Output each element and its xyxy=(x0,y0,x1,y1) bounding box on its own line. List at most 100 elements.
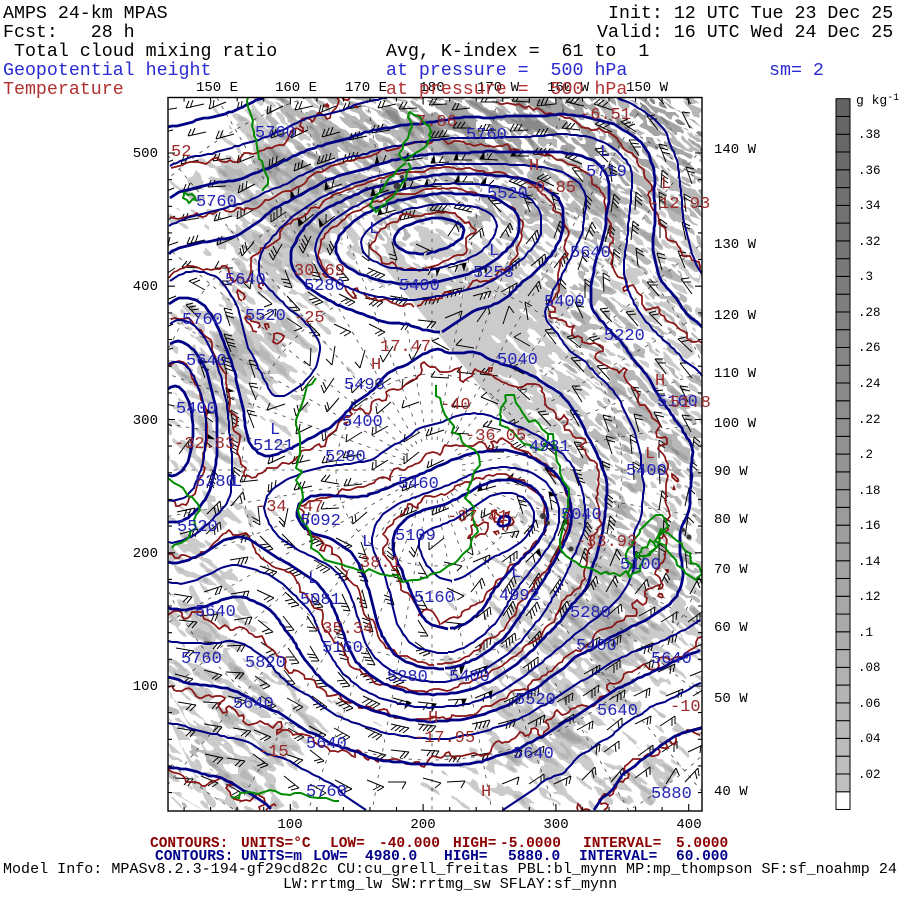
svg-text:-37.41: -37.41 xyxy=(447,508,508,527)
svg-text:300: 300 xyxy=(133,413,158,429)
svg-text:5760: 5760 xyxy=(182,311,223,330)
svg-text:-17.95: -17.95 xyxy=(414,729,475,748)
svg-text:-35.34: -35.34 xyxy=(312,620,373,639)
svg-text:.06: .06 xyxy=(858,697,881,711)
svg-text:.16: .16 xyxy=(858,519,881,533)
svg-text:500: 500 xyxy=(133,146,158,162)
svg-text:.24: .24 xyxy=(858,377,881,391)
svg-text:.1: .1 xyxy=(858,626,873,640)
svg-text:L: L xyxy=(362,533,372,552)
svg-text:5081: 5081 xyxy=(300,591,341,610)
svg-text:5640: 5640 xyxy=(651,650,692,669)
svg-text:30.69: 30.69 xyxy=(294,262,345,281)
svg-text:.3: .3 xyxy=(858,270,873,284)
svg-text:L: L xyxy=(661,175,671,194)
svg-text:5160: 5160 xyxy=(322,639,363,658)
svg-text:5400: 5400 xyxy=(626,462,667,481)
svg-text:5820: 5820 xyxy=(245,654,286,673)
svg-text:5640: 5640 xyxy=(570,244,611,263)
svg-text:120 W: 120 W xyxy=(714,308,757,324)
svg-text:.34: .34 xyxy=(858,199,881,213)
svg-text:.2: .2 xyxy=(858,448,873,462)
svg-text:47: 47 xyxy=(303,498,323,517)
svg-text:5520: 5520 xyxy=(245,307,286,326)
svg-text:5092: 5092 xyxy=(300,512,341,531)
svg-text:5400: 5400 xyxy=(399,277,440,296)
svg-text:5493: 5493 xyxy=(344,376,385,395)
svg-text:.38: .38 xyxy=(858,128,881,142)
svg-text:5280: 5280 xyxy=(570,604,611,623)
svg-text:51.8: 51.8 xyxy=(670,394,711,413)
svg-text:5760: 5760 xyxy=(196,193,237,212)
svg-text:-25: -25 xyxy=(294,309,325,328)
svg-text:17.47: 17.47 xyxy=(380,338,431,357)
svg-text:60 W: 60 W xyxy=(714,620,748,636)
svg-text:180: 180 xyxy=(419,80,444,96)
svg-text:110 W: 110 W xyxy=(714,366,757,382)
svg-text:-6.51: -6.51 xyxy=(580,106,631,125)
svg-text:5640: 5640 xyxy=(513,745,554,764)
svg-text:5400: 5400 xyxy=(544,293,585,312)
svg-text:38.1: 38.1 xyxy=(360,554,401,573)
svg-text:.26: .26 xyxy=(858,341,881,355)
svg-text:L: L xyxy=(232,473,242,492)
svg-text:5520: 5520 xyxy=(515,691,556,710)
svg-text:H: H xyxy=(655,372,665,391)
svg-text:5280: 5280 xyxy=(195,473,236,492)
svg-text:160 W: 160 W xyxy=(547,80,590,96)
svg-text:52: 52 xyxy=(171,143,191,162)
svg-text:50 W: 50 W xyxy=(714,691,748,707)
svg-text:170 E: 170 E xyxy=(345,80,387,96)
svg-text:4992: 4992 xyxy=(499,587,540,606)
svg-text:5520: 5520 xyxy=(487,185,528,204)
svg-text:.28: .28 xyxy=(858,306,881,320)
svg-text:100: 100 xyxy=(277,817,302,833)
svg-text:5760: 5760 xyxy=(466,126,507,145)
svg-text:4931: 4931 xyxy=(529,438,570,457)
svg-text:5880: 5880 xyxy=(651,785,692,804)
svg-text:100: 100 xyxy=(133,679,158,695)
svg-text:170 W: 170 W xyxy=(477,80,520,96)
svg-text:5040: 5040 xyxy=(561,506,602,525)
svg-text:5280: 5280 xyxy=(387,668,428,687)
svg-text:160 E: 160 E xyxy=(275,80,317,96)
svg-text:90 W: 90 W xyxy=(714,464,748,480)
svg-text:5400: 5400 xyxy=(342,413,383,432)
svg-text:5760: 5760 xyxy=(255,124,296,143)
svg-text:5400: 5400 xyxy=(176,400,217,419)
svg-text:L: L xyxy=(600,143,610,162)
svg-text:200: 200 xyxy=(133,546,158,562)
svg-text:140 W: 140 W xyxy=(714,142,757,158)
svg-text:-32.83: -32.83 xyxy=(174,435,235,454)
svg-text:5280: 5280 xyxy=(325,448,366,467)
svg-text:.14: .14 xyxy=(858,555,881,569)
svg-text:H: H xyxy=(529,157,539,176)
svg-text:5100: 5100 xyxy=(620,556,661,575)
svg-text:-10: -10 xyxy=(670,698,701,717)
svg-text:L: L xyxy=(489,242,499,261)
svg-text:5640: 5640 xyxy=(597,702,638,721)
svg-text:.02: .02 xyxy=(858,768,881,782)
svg-text:80 W: 80 W xyxy=(714,512,748,528)
svg-text:-15: -15 xyxy=(258,743,289,762)
svg-text:7.86: 7.86 xyxy=(416,113,457,132)
svg-text:5109: 5109 xyxy=(395,527,436,546)
svg-text:-33.93: -33.93 xyxy=(576,533,637,552)
svg-text:5520: 5520 xyxy=(177,518,218,537)
svg-text:300: 300 xyxy=(543,817,568,833)
svg-text:150 E: 150 E xyxy=(196,80,238,96)
svg-text:5220: 5220 xyxy=(604,327,645,346)
svg-text:200: 200 xyxy=(410,817,435,833)
svg-text:.22: .22 xyxy=(858,413,881,427)
svg-text:5253: 5253 xyxy=(473,264,514,283)
svg-text:5280: 5280 xyxy=(304,277,345,296)
svg-text:5160: 5160 xyxy=(414,589,455,608)
svg-text:5760: 5760 xyxy=(181,650,222,669)
svg-text:.04: .04 xyxy=(858,732,881,746)
svg-text:-9.85: -9.85 xyxy=(525,179,576,198)
svg-text:.32: .32 xyxy=(858,235,881,249)
svg-text:5640: 5640 xyxy=(225,271,266,290)
svg-text:70 W: 70 W xyxy=(714,562,748,578)
svg-text:H: H xyxy=(428,709,438,728)
svg-text:5719: 5719 xyxy=(586,163,627,182)
